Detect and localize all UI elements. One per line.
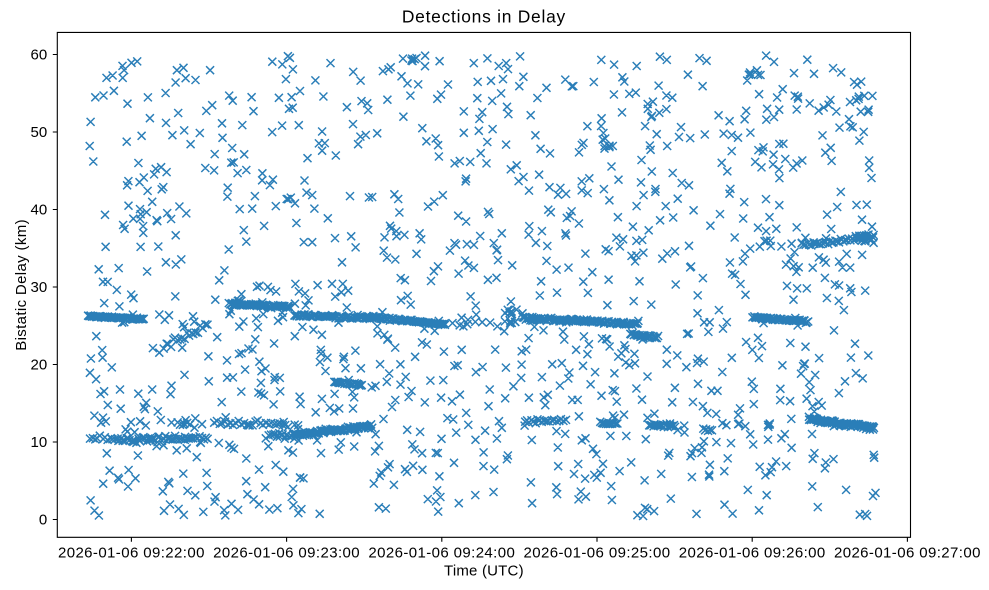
svg-text:60: 60 [31,47,48,64]
svg-text:2026-01-06 09:24:00: 2026-01-06 09:24:00 [368,544,515,561]
svg-text:2026-01-06 09:27:00: 2026-01-06 09:27:00 [834,544,981,561]
svg-text:Detections in Delay: Detections in Delay [402,7,566,27]
svg-text:20: 20 [31,357,48,374]
svg-text:0: 0 [39,512,47,529]
svg-text:Bistatic Delay (km): Bistatic Delay (km) [13,219,30,351]
svg-text:30: 30 [31,279,48,296]
svg-text:2026-01-06 09:25:00: 2026-01-06 09:25:00 [524,544,671,561]
svg-text:Time (UTC): Time (UTC) [444,563,524,580]
svg-text:10: 10 [31,434,48,451]
svg-text:2026-01-06 09:26:00: 2026-01-06 09:26:00 [679,544,826,561]
svg-text:2026-01-06 09:22:00: 2026-01-06 09:22:00 [58,544,205,561]
svg-text:2026-01-06 09:23:00: 2026-01-06 09:23:00 [213,544,360,561]
svg-text:40: 40 [31,202,48,219]
svg-text:50: 50 [31,124,48,141]
